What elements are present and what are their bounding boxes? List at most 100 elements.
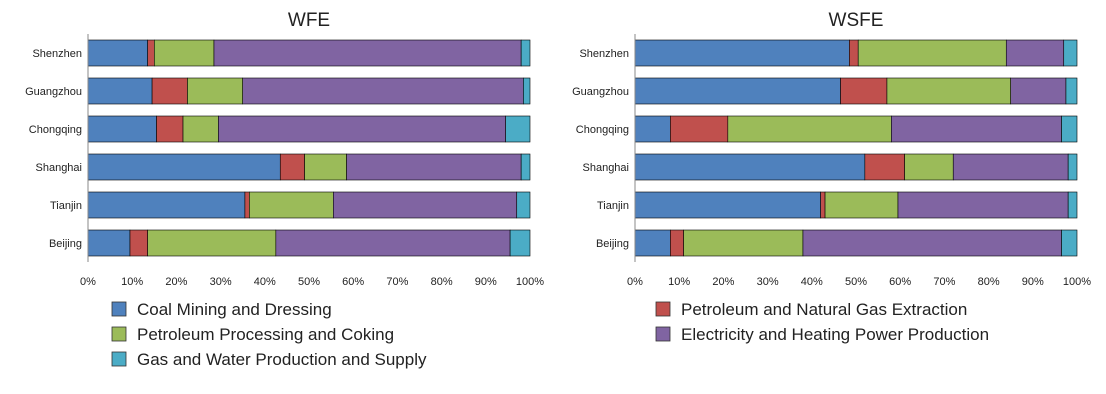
bar-segment xyxy=(154,39,215,67)
bar-segment xyxy=(242,77,524,105)
bar-segment xyxy=(147,229,277,257)
bar-segment xyxy=(87,153,281,181)
x-tick-label: 100% xyxy=(1063,276,1091,288)
bar-segment xyxy=(904,153,954,181)
bar-segment xyxy=(516,191,531,219)
bar-segment xyxy=(952,153,1069,181)
category-label: Guangzhou xyxy=(25,86,82,98)
bar-segment xyxy=(279,153,305,181)
bar-segment xyxy=(886,77,1012,105)
bar-segment xyxy=(520,39,531,67)
legend-label: Electricity and Heating Power Production xyxy=(681,325,989,344)
legend-swatch xyxy=(655,301,671,317)
bar-segment xyxy=(634,153,866,181)
bar-segment xyxy=(87,39,148,67)
bar-segment xyxy=(505,115,531,143)
legend-label: Gas and Water Production and Supply xyxy=(137,350,427,369)
bar-segment xyxy=(275,229,511,257)
legend-swatch xyxy=(111,351,127,367)
bar-segment xyxy=(346,153,522,181)
bar-segment xyxy=(864,153,905,181)
x-tick-label: 60% xyxy=(889,276,911,288)
category-label: Tianjin xyxy=(50,200,82,212)
bar-segment xyxy=(802,229,1062,257)
bar-segment xyxy=(187,77,243,105)
x-tick-label: 90% xyxy=(475,276,497,288)
bar-segment xyxy=(509,229,531,257)
category-label: Shenzhen xyxy=(579,48,629,60)
category-label: Guangzhou xyxy=(572,86,629,98)
x-tick-label: 30% xyxy=(757,276,779,288)
bar-segment xyxy=(634,191,821,219)
bar-segment xyxy=(87,229,131,257)
category-label: Shanghai xyxy=(583,162,630,174)
bar-segment xyxy=(249,191,334,219)
legend-swatch xyxy=(111,326,127,342)
bar-segment xyxy=(634,77,841,105)
legend-swatch xyxy=(655,326,671,342)
x-tick-label: 70% xyxy=(386,276,408,288)
x-tick-label: 20% xyxy=(165,276,187,288)
bar-segment xyxy=(891,115,1062,143)
x-tick-label: 10% xyxy=(668,276,690,288)
bar-segment xyxy=(727,115,892,143)
bar-segment xyxy=(634,115,671,143)
bar-segment xyxy=(670,229,684,257)
x-tick-label: 60% xyxy=(342,276,364,288)
chart-title: WFE xyxy=(288,10,330,31)
x-tick-label: 40% xyxy=(801,276,823,288)
bar-segment xyxy=(849,39,859,67)
x-tick-label: 40% xyxy=(254,276,276,288)
bar-segment xyxy=(1005,39,1065,67)
bar-segment xyxy=(156,115,184,143)
chart-title: WSFE xyxy=(829,10,884,31)
bar-segment xyxy=(213,39,522,67)
bar-segment xyxy=(87,77,153,105)
category-label: Beijing xyxy=(49,238,82,250)
bar-segment xyxy=(670,115,729,143)
bar-segment xyxy=(87,115,157,143)
bar-segment xyxy=(304,153,347,181)
bar-segment xyxy=(333,191,518,219)
bar-segment xyxy=(523,77,531,105)
category-label: Tianjin xyxy=(597,200,629,212)
bar-segment xyxy=(244,191,250,219)
bar-segment xyxy=(1063,39,1078,67)
bar-segment xyxy=(634,229,671,257)
x-tick-label: 20% xyxy=(712,276,734,288)
x-tick-label: 90% xyxy=(1022,276,1044,288)
category-label: Beijing xyxy=(596,238,629,250)
x-tick-label: 80% xyxy=(431,276,453,288)
bar-segment xyxy=(1067,191,1078,219)
bar-segment xyxy=(634,39,850,67)
x-tick-label: 10% xyxy=(121,276,143,288)
bar-segment xyxy=(1061,115,1078,143)
bar-segment xyxy=(1067,153,1078,181)
legend-swatch xyxy=(111,301,127,317)
bar-segment xyxy=(1010,77,1067,105)
bar-segment xyxy=(683,229,804,257)
legend-label: Petroleum Processing and Coking xyxy=(137,325,394,344)
x-tick-label: 0% xyxy=(627,276,643,288)
x-tick-label: 0% xyxy=(80,276,96,288)
x-tick-label: 30% xyxy=(210,276,232,288)
bar-segment xyxy=(820,191,826,219)
wsfe-panel: WSFE Shenzhen Guangzhou Chongqing Shanghai Ti… xyxy=(572,10,1091,288)
bar-segment xyxy=(824,191,899,219)
category-label: Shenzhen xyxy=(32,48,82,60)
x-tick-label: 70% xyxy=(933,276,955,288)
bar-segment xyxy=(1061,229,1078,257)
wfe-panel: WFE Shenzhen Guangzhou Chongqing Shanghai Tia… xyxy=(25,10,544,288)
bar-segment xyxy=(218,115,506,143)
bar-segment xyxy=(520,153,531,181)
legend-label: Coal Mining and Dressing xyxy=(137,300,332,319)
bar-segment xyxy=(857,39,1007,67)
category-label: Chongqing xyxy=(576,124,629,136)
legend-label: Petroleum and Natural Gas Extraction xyxy=(681,300,967,319)
bar-segment xyxy=(151,77,188,105)
bar-segment xyxy=(840,77,888,105)
category-label: Shanghai xyxy=(36,162,83,174)
x-tick-label: 50% xyxy=(845,276,867,288)
bar-segment xyxy=(129,229,148,257)
